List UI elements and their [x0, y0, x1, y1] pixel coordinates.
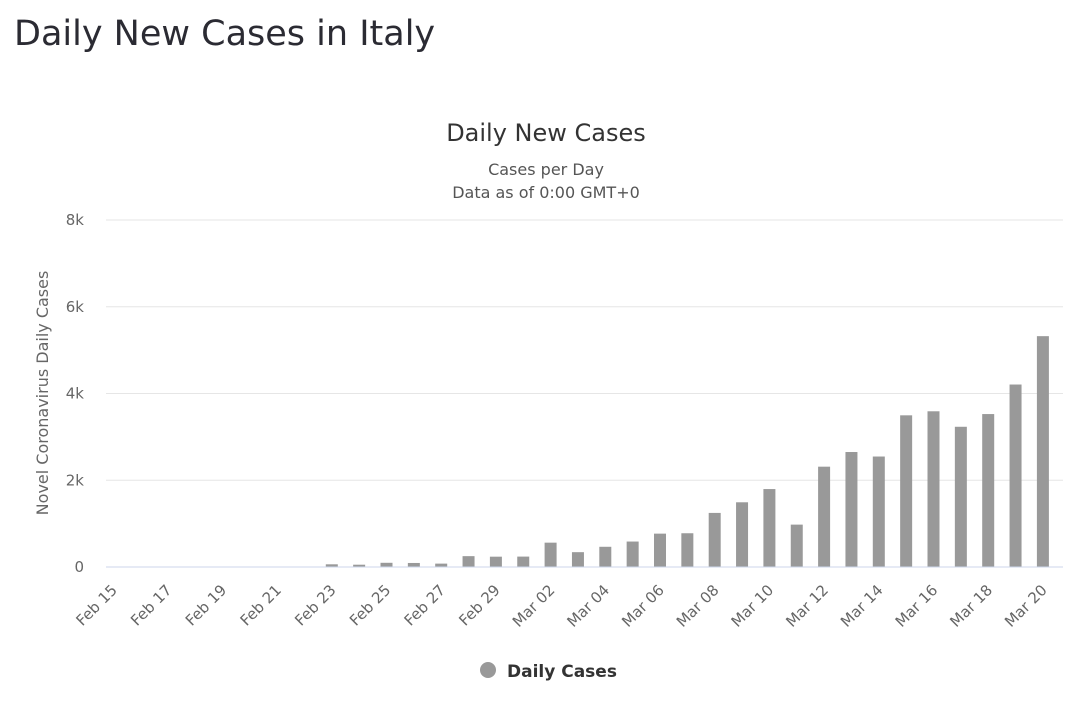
bar[interactable]	[380, 562, 393, 567]
bar[interactable]	[407, 562, 420, 567]
x-tick-label: Mar 14	[837, 581, 887, 631]
x-tick-label: Mar 10	[728, 581, 778, 631]
bar[interactable]	[517, 556, 530, 567]
gridlines	[106, 219, 1063, 481]
x-tick-label: Mar 16	[892, 581, 942, 631]
bar[interactable]	[1036, 336, 1049, 567]
x-axis-ticks: Feb 15 Feb 17 Feb 19 Feb 21 Feb 23 Feb 25 Feb …	[72, 581, 1050, 631]
legend-symbol	[480, 662, 496, 678]
bar[interactable]	[845, 452, 858, 567]
y-axis-label: Novel Coronavirus Daily Cases	[33, 271, 52, 516]
x-tick-label: Mar 18	[946, 581, 996, 631]
bar[interactable]	[872, 456, 885, 567]
x-tick-label: Feb 19	[182, 581, 230, 629]
x-tick-label: Feb 15	[72, 581, 120, 629]
chart-subtitle-line-2: Data as of 0:00 GMT+0	[452, 183, 640, 202]
bar[interactable]	[1009, 384, 1022, 567]
x-tick-label: Mar 12	[782, 581, 832, 631]
bar[interactable]	[626, 541, 639, 567]
bar[interactable]	[708, 512, 721, 567]
bar[interactable]	[818, 466, 831, 567]
bar[interactable]	[654, 533, 666, 567]
y-tick-label: 0	[74, 558, 84, 576]
legend-label: Daily Cases	[507, 662, 617, 682]
bar[interactable]	[900, 415, 913, 567]
bar[interactable]	[681, 533, 694, 567]
x-tick-label: Feb 21	[237, 581, 285, 629]
x-tick-label: Mar 04	[564, 581, 614, 631]
y-tick-label: 4k	[66, 385, 85, 403]
bar[interactable]	[544, 542, 557, 567]
x-tick-label: Feb 17	[127, 581, 175, 629]
bar[interactable]	[489, 556, 502, 567]
bar[interactable]	[435, 563, 448, 567]
y-tick-label: 8k	[66, 211, 85, 229]
page-title: Daily New Cases in Italy	[14, 14, 436, 54]
bar[interactable]	[599, 546, 612, 567]
bar[interactable]	[353, 564, 366, 567]
x-tick-label: Mar 02	[509, 581, 559, 631]
bar[interactable]	[763, 489, 776, 567]
x-tick-label: Mar 06	[618, 581, 668, 631]
bar[interactable]	[790, 524, 803, 567]
y-tick-label: 2k	[66, 471, 85, 489]
chart-subtitle-line-1: Cases per Day	[488, 160, 604, 179]
x-tick-label: Mar 20	[1001, 581, 1051, 631]
legend-item-daily-cases[interactable]: Daily Cases	[480, 662, 617, 682]
bar[interactable]	[927, 411, 940, 567]
bar[interactable]	[462, 556, 475, 567]
x-tick-label: Feb 23	[291, 581, 339, 629]
chart-title: Daily New Cases	[446, 119, 646, 147]
bar[interactable]	[571, 552, 584, 567]
x-tick-label: Feb 29	[455, 581, 503, 629]
bars	[325, 336, 1049, 567]
bar[interactable]	[325, 564, 338, 567]
bar[interactable]	[982, 414, 995, 567]
x-tick-label: Feb 27	[401, 581, 449, 629]
x-tick-label: Feb 25	[346, 581, 394, 629]
y-axis-ticks: 0 2k 4k 6k 8k	[66, 211, 85, 576]
y-tick-label: 6k	[66, 298, 85, 316]
bar[interactable]	[736, 502, 749, 567]
x-tick-label: Mar 08	[673, 581, 723, 631]
bar[interactable]	[954, 426, 967, 567]
